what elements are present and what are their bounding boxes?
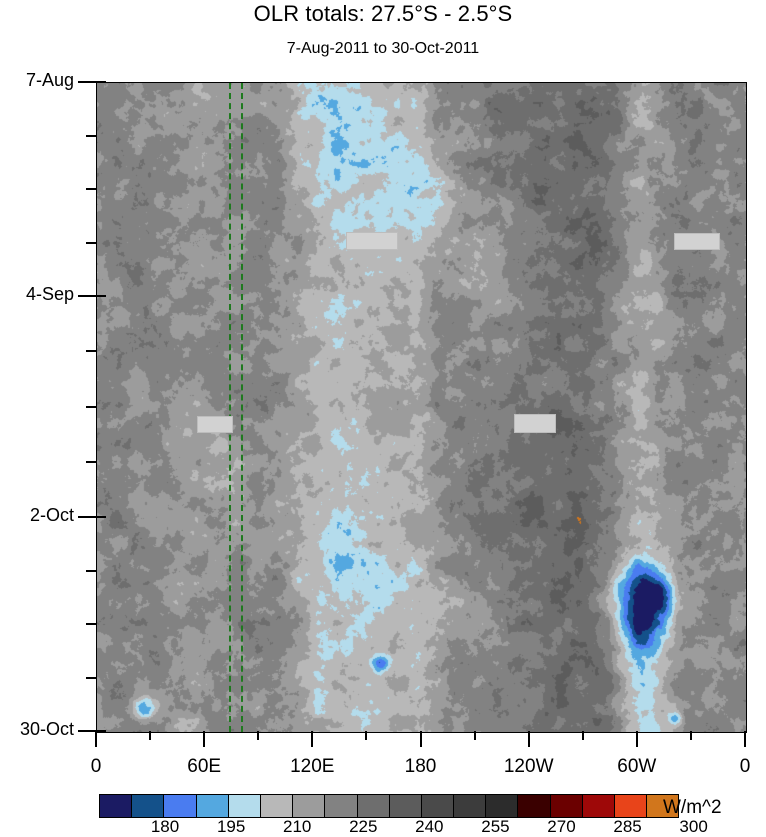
olr-heatmap-canvas [97,83,746,732]
y-tick-minor [86,569,96,572]
x-tick-label: 0 [90,756,102,777]
y-tick-major [78,295,96,298]
meridian-line-right [241,83,243,732]
colorbar-swatch-9 [389,795,422,817]
colorbar-swatch-16 [615,795,648,817]
x-tick-minor [149,731,152,740]
colorbar-tick-label: 270 [547,817,576,836]
y-tick-minor [86,241,96,244]
y-tick-inner [96,730,106,732]
colorbar-swatch-4 [228,795,261,817]
colorbar-swatch-17 [647,795,679,817]
colorbar-swatch-0 [100,795,133,817]
colorbar-tick-label: 285 [613,817,642,836]
x-tick-minor [473,731,476,740]
y-tick-minor [86,405,96,408]
y-tick-minor [86,460,96,463]
colorbar-swatch-12 [486,795,519,817]
patch-nc [345,232,398,250]
x-tick-minor [689,731,692,740]
patch-ne [673,232,720,250]
x-tick-major [744,731,746,747]
x-tick-label: 0 [739,756,751,777]
x-tick-major [311,731,314,747]
patch-nw [197,416,233,433]
page-subtitle: 7-Aug-2011 to 30-Oct-2011 [286,40,480,57]
colorbar-swatch-3 [196,795,229,817]
x-tick-minor [581,731,584,740]
y-tick-minor [86,676,96,679]
page-title: OLR totals: 27.5°S - 2.5°S [253,1,513,26]
x-tick-minor [257,731,260,740]
patch-se [513,413,556,433]
colorbar-tick-label: 195 [216,817,246,836]
y-tick-major [78,516,96,519]
colorbar-tick-label: 255 [481,817,510,836]
colorbar-swatch-14 [550,795,583,817]
meridian-line-left [229,83,231,732]
x-tick-label: 60E [187,756,222,777]
colorbar-swatch-2 [164,795,197,817]
colorbar-swatch-5 [260,795,294,817]
colorbar-swatch-11 [454,795,487,817]
y-tick-minor [86,623,96,625]
colorbar-tick-label: 210 [283,817,312,836]
x-tick-minor [365,731,368,740]
x-tick-major [419,731,422,747]
x-tick-major [95,731,97,747]
colorbar-tick-label: 225 [349,817,378,836]
x-tick-label: 180 [404,756,437,777]
colorbar-swatch-1 [132,795,165,817]
colorbar-tick-label: 300 [679,817,708,836]
y-tick-major [78,730,96,732]
colorbar-units-label: W/m^2 [663,797,722,818]
colorbar-swatch-13 [518,795,551,817]
colorbar [99,794,680,818]
hovmoller-plot-area [96,82,747,733]
y-tick-inner [96,81,106,83]
x-tick-label: 60W [617,756,657,777]
x-tick-label: 120E [290,756,335,777]
x-tick-major [527,731,530,747]
colorbar-swatch-7 [325,795,358,817]
colorbar-tick-label: 180 [150,817,180,836]
y-tick-label: 7-Aug [25,70,74,90]
y-tick-label: 2-Oct [29,505,74,526]
x-tick-major [203,731,206,747]
y-tick-label: 4-Sep [25,284,74,305]
colorbar-tick-label: 240 [415,817,444,836]
y-tick-inner [96,516,106,519]
y-tick-inner [96,295,106,298]
y-tick-major [78,81,96,83]
x-tick-major [635,731,638,747]
y-tick-minor [86,134,96,137]
y-tick-minor [86,188,96,191]
y-tick-label: 30-Oct [19,719,74,739]
y-tick-minor [86,350,96,353]
x-tick-label: 120W [503,756,554,777]
colorbar-swatch-15 [582,795,615,817]
colorbar-swatch-6 [293,795,326,817]
colorbar-swatch-10 [421,795,455,817]
colorbar-swatch-8 [357,795,390,817]
